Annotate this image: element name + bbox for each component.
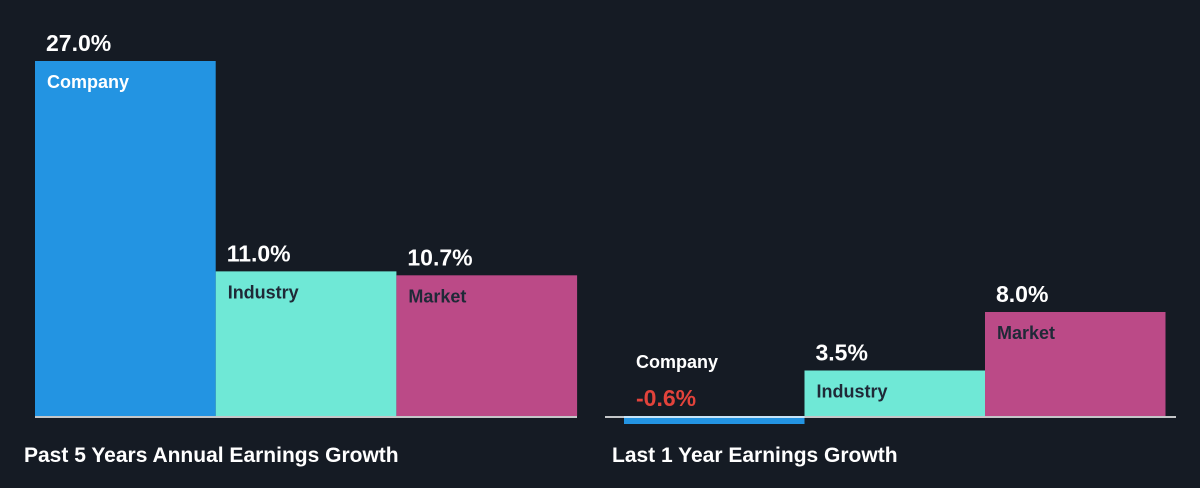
bar-company-1 bbox=[624, 416, 805, 424]
category-label-industry-1: Industry bbox=[817, 382, 888, 402]
category-label-industry-0: Industry bbox=[228, 282, 299, 302]
value-label-company-1: -0.6% bbox=[636, 385, 696, 411]
bar-market-0 bbox=[396, 275, 578, 416]
category-label-company-0: Company bbox=[47, 72, 129, 92]
bar-company-0 bbox=[35, 61, 216, 416]
chart-title-past-5-years: Past 5 Years Annual Earnings Growth bbox=[24, 444, 399, 467]
bar-market-1 bbox=[985, 312, 1166, 416]
bar-industry-0 bbox=[215, 271, 397, 416]
chart-title-last-1-year: Last 1 Year Earnings Growth bbox=[612, 444, 898, 467]
category-label-company-1: Company bbox=[636, 352, 718, 372]
value-label-market-1: 8.0% bbox=[996, 281, 1048, 307]
value-label-market-0: 10.7% bbox=[407, 244, 472, 270]
value-label-company-0: 27.0% bbox=[46, 30, 111, 56]
category-label-market-1: Market bbox=[997, 323, 1055, 343]
bar-industry-1 bbox=[804, 370, 985, 416]
category-label-market-0: Market bbox=[408, 286, 466, 306]
value-label-industry-0: 11.0% bbox=[227, 240, 291, 266]
value-label-industry-1: 3.5% bbox=[816, 340, 868, 366]
